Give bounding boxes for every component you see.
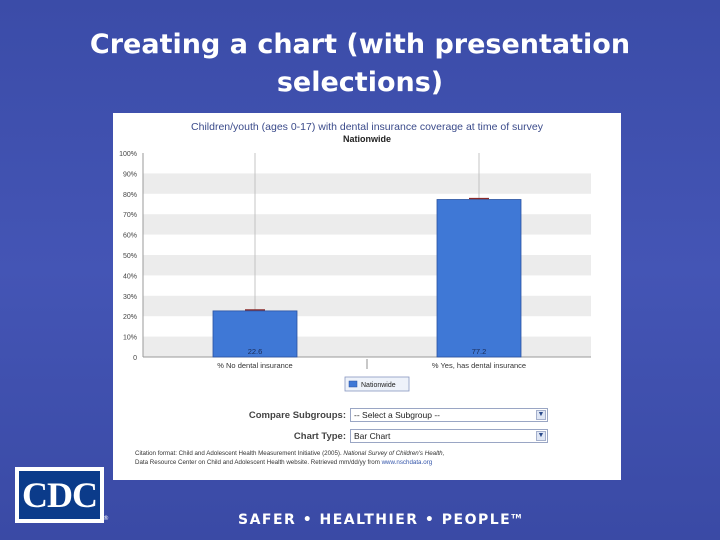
grid-band xyxy=(143,255,591,276)
slide-title: Creating a chart (with presentation sele… xyxy=(89,29,631,98)
compare-subgroups-value: -- Select a Subgroup -- xyxy=(354,410,440,420)
y-tick-label: 20% xyxy=(123,314,137,321)
citation-source: National Survey of Children's Health, xyxy=(343,450,445,457)
data-label: 77.2 xyxy=(472,347,487,356)
registered-mark: ® xyxy=(103,515,109,522)
chart-type-value: Bar Chart xyxy=(354,431,391,441)
chart-title: Children/youth (ages 0-17) with dental i… xyxy=(191,121,543,133)
grid-band xyxy=(143,295,591,317)
cdc-logo-text: CDC xyxy=(22,475,98,515)
legend-box xyxy=(344,376,410,392)
y-tick-label: 10% xyxy=(123,335,137,342)
bar xyxy=(436,199,522,358)
data-label: 22.6 xyxy=(248,347,263,356)
y-tick-label: 60% xyxy=(123,233,137,240)
chart-subtitle: Nationwide xyxy=(342,134,391,144)
grid-band xyxy=(143,214,591,235)
embedded-screenshot: Children/youth (ages 0-17) with dental i… xyxy=(113,113,621,480)
category-label: % No dental insurance xyxy=(217,361,292,370)
chevron-down-icon[interactable]: ▼ xyxy=(536,431,546,441)
chart-type-select[interactable]: Bar Chart ▼ xyxy=(350,429,548,443)
citation-prefix: Citation format: Child and Adolescent He… xyxy=(135,450,344,457)
citation-retrieved: Data Resource Center on Child and Adoles… xyxy=(135,458,382,466)
y-tick-label: 100% xyxy=(119,151,137,158)
legend-swatch xyxy=(348,380,358,388)
bar-chart: 0 10% 20% 30% 40% 50% 60% 70% 80% 90% 100% 22.6 % No… xyxy=(119,151,591,392)
y-tick-label: 50% xyxy=(123,253,137,260)
bar xyxy=(212,310,298,358)
y-tick-label: 90% xyxy=(123,171,137,178)
y-tick-label: 70% xyxy=(123,212,137,219)
category-label: % Yes, has dental insurance xyxy=(432,361,526,370)
compare-subgroups-select[interactable]: -- Select a Subgroup -- ▼ xyxy=(350,408,548,422)
y-tick-label: 30% xyxy=(123,294,137,301)
legend-label: Nationwide xyxy=(361,382,396,389)
y-tick-label: 40% xyxy=(123,273,137,280)
citation-url[interactable]: www.nschdata.org xyxy=(381,458,433,466)
chart-type-row: Chart Type: Bar Chart ▼ xyxy=(233,429,553,445)
y-tick-label: 80% xyxy=(123,192,137,199)
chevron-down-icon[interactable]: ▼ xyxy=(536,410,546,420)
grid-band xyxy=(143,173,591,194)
citation: Citation format: Child and Adolescent He… xyxy=(135,450,535,467)
compare-subgroups-row: Compare Subgroups: -- Select a Subgroup … xyxy=(233,408,553,424)
grid-band xyxy=(143,336,591,357)
chart-type-label: Chart Type: xyxy=(293,431,346,442)
cdc-logo: CDC xyxy=(15,467,104,523)
y-tick-label: 0 xyxy=(133,355,137,362)
compare-subgroups-label: Compare Subgroups: xyxy=(248,410,346,421)
trademark-mark: TM xyxy=(511,513,522,521)
tagline-text: SAFER • HEALTHIER • PEOPLE xyxy=(238,512,512,528)
tagline: SAFER • HEALTHIER • PEOPLETM xyxy=(238,512,521,528)
